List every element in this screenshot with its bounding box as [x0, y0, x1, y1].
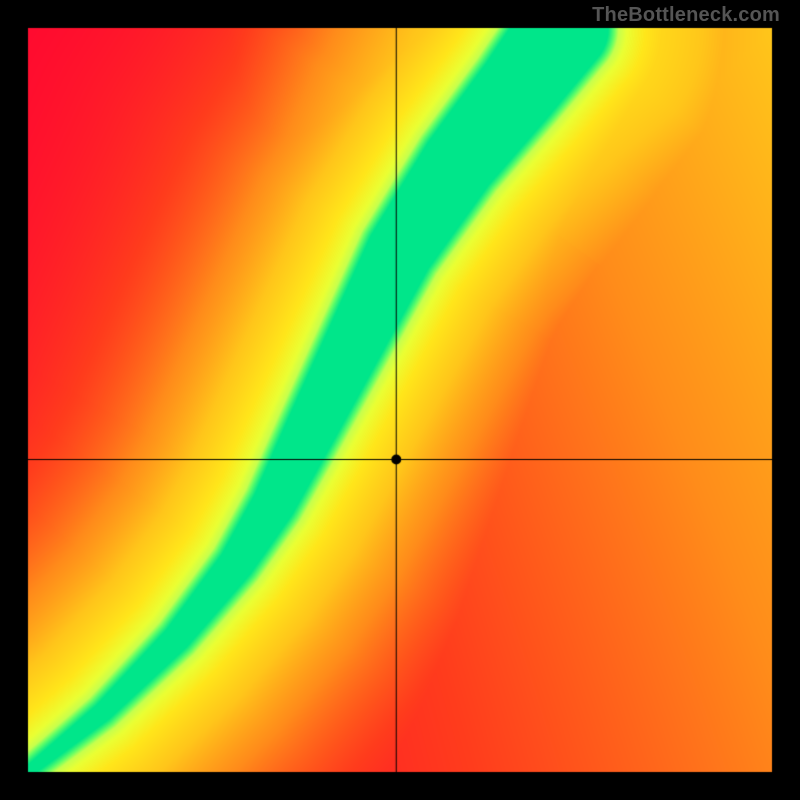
heatmap-canvas — [0, 0, 800, 800]
watermark-text: TheBottleneck.com — [592, 4, 780, 27]
chart-container: TheBottleneck.com — [0, 0, 800, 800]
